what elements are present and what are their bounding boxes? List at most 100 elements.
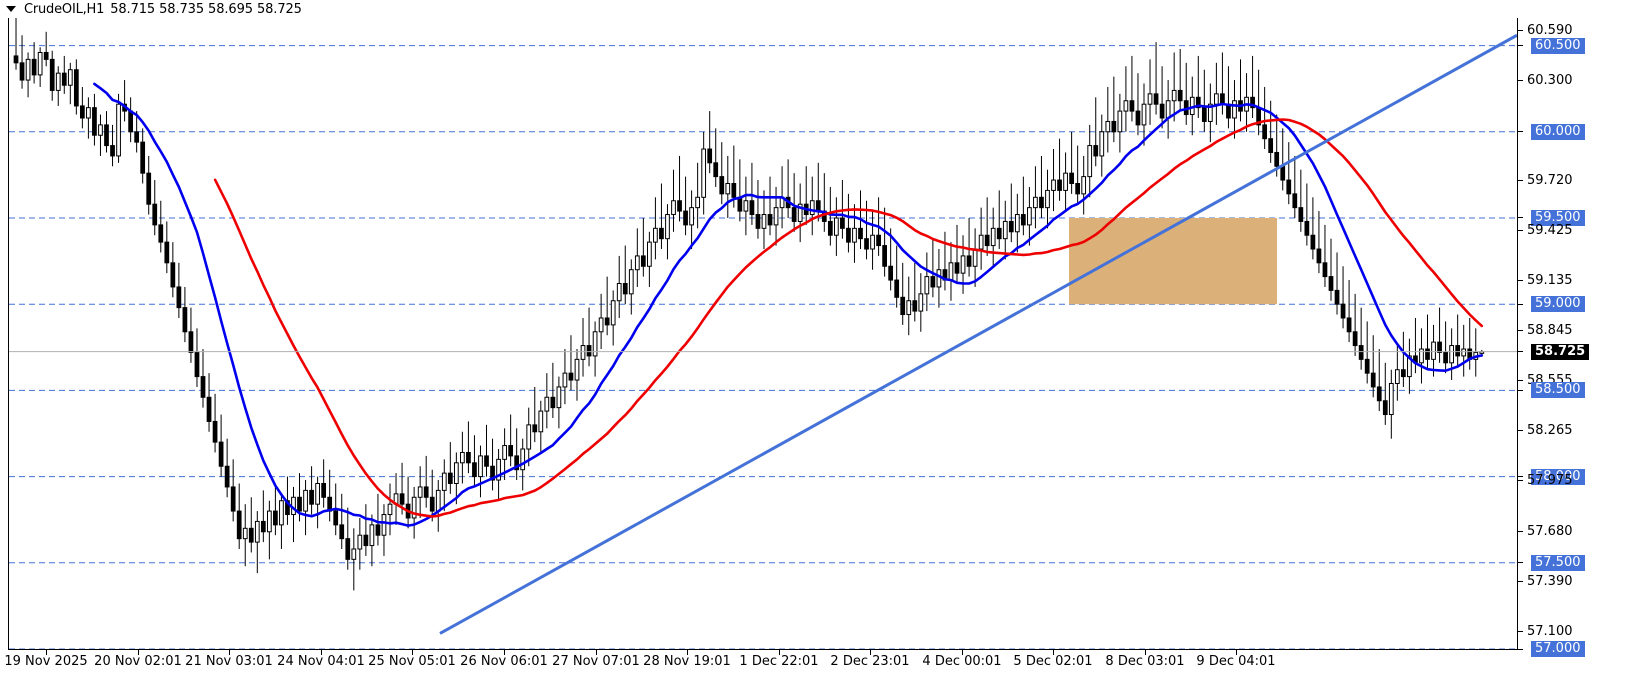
time-tick-mark bbox=[138, 650, 139, 655]
price-tick: 59.720 bbox=[1518, 172, 1573, 188]
time-tick-mark bbox=[687, 650, 688, 655]
price-tick: 59.425 bbox=[1518, 223, 1573, 239]
tick-mark bbox=[1518, 476, 1523, 478]
tick-mark bbox=[1518, 581, 1523, 583]
time-axis[interactable]: 19 Nov 2025 20 Nov 02:01 21 Nov 03:01 24 No… bbox=[4, 650, 1641, 678]
time-label: 2 Dec 23:01 bbox=[830, 654, 910, 669]
price-plot-area[interactable] bbox=[8, 18, 1517, 650]
price-tick: 58.265 bbox=[1518, 423, 1573, 439]
time-label: 8 Dec 03:01 bbox=[1105, 654, 1185, 669]
price-tick: 59.135 bbox=[1518, 273, 1573, 289]
tick-mark bbox=[1518, 389, 1523, 391]
supply-rectangle bbox=[1069, 217, 1277, 305]
time-label: 1 Dec 22:01 bbox=[739, 654, 819, 669]
time-tick-mark bbox=[779, 650, 780, 655]
tick-mark bbox=[1518, 230, 1523, 232]
price-tick: 58.000 bbox=[1518, 468, 1585, 485]
time-tick-mark bbox=[1053, 650, 1054, 655]
tick-mark bbox=[1518, 179, 1523, 181]
tick-mark bbox=[1518, 351, 1523, 353]
tick-mark bbox=[1518, 45, 1523, 47]
tick-mark bbox=[1518, 480, 1523, 482]
price-label: 59.425 bbox=[1527, 223, 1573, 239]
tick-mark bbox=[1518, 29, 1523, 31]
price-label: 59.500 bbox=[1531, 209, 1585, 226]
time-label: 25 Nov 05:01 bbox=[368, 654, 456, 669]
tick-mark bbox=[1518, 217, 1523, 219]
price-label: 57.390 bbox=[1527, 574, 1573, 590]
tick-mark bbox=[1518, 280, 1523, 282]
time-tick-mark bbox=[229, 650, 230, 655]
time-tick-mark bbox=[596, 650, 597, 655]
price-label: 60.590 bbox=[1527, 22, 1573, 38]
tick-mark bbox=[1518, 430, 1523, 432]
price-label: 58.845 bbox=[1527, 323, 1573, 339]
tick-mark bbox=[1518, 303, 1523, 305]
time-label: 5 Dec 02:01 bbox=[1013, 654, 1093, 669]
price-tick: 60.500 bbox=[1518, 37, 1585, 54]
price-axis[interactable]: 60.590 60.500 60.300 60.000 59.720 59.500 59.4… bbox=[1517, 18, 1641, 657]
tick-mark bbox=[1518, 380, 1523, 382]
tick-mark bbox=[1518, 131, 1523, 133]
price-label: 57.680 bbox=[1527, 524, 1573, 540]
time-label: 9 Dec 04:01 bbox=[1196, 654, 1276, 669]
time-label: 20 Nov 02:01 bbox=[94, 654, 182, 669]
price-tick: 60.000 bbox=[1518, 123, 1585, 140]
price-tick: 58.725 bbox=[1518, 343, 1590, 360]
tick-mark bbox=[1518, 79, 1523, 81]
chart-canvas bbox=[9, 18, 1517, 649]
time-label: 27 Nov 07:01 bbox=[552, 654, 640, 669]
price-tick: 57.975 bbox=[1518, 473, 1573, 489]
chevron-down-icon[interactable] bbox=[6, 6, 16, 12]
ma-fast-line bbox=[93, 82, 1484, 527]
time-tick-mark bbox=[1236, 650, 1237, 655]
chart-header: CrudeOIL,H1 58.715 58.735 58.695 58.725 bbox=[0, 0, 302, 18]
price-tick: 59.500 bbox=[1518, 209, 1585, 226]
candle-series bbox=[13, 18, 1485, 591]
price-label: 58.000 bbox=[1531, 468, 1585, 485]
price-label: 57.100 bbox=[1527, 624, 1573, 640]
price-label: 57.975 bbox=[1527, 473, 1573, 489]
price-label: 59.135 bbox=[1527, 273, 1573, 289]
ma-slow-line bbox=[213, 118, 1484, 518]
price-label: 58.500 bbox=[1531, 382, 1585, 399]
price-label: 60.000 bbox=[1531, 123, 1585, 140]
price-tick: 57.100 bbox=[1518, 624, 1573, 640]
tick-mark bbox=[1518, 631, 1523, 633]
price-label: 59.720 bbox=[1527, 172, 1573, 188]
tick-mark bbox=[1518, 648, 1523, 650]
time-tick-mark bbox=[321, 650, 322, 655]
time-tick-mark bbox=[962, 650, 963, 655]
time-label: 28 Nov 19:01 bbox=[643, 654, 731, 669]
price-tick: 58.845 bbox=[1518, 323, 1573, 339]
tick-mark bbox=[1518, 562, 1523, 564]
time-tick-mark bbox=[412, 650, 413, 655]
time-tick-mark bbox=[504, 650, 505, 655]
time-label: 21 Nov 03:01 bbox=[185, 654, 273, 669]
price-label: 59.000 bbox=[1531, 296, 1585, 313]
time-label: 26 Nov 06:01 bbox=[460, 654, 548, 669]
price-tick: 57.000 bbox=[1518, 641, 1585, 657]
time-tick-mark bbox=[870, 650, 871, 655]
price-label: 60.300 bbox=[1527, 72, 1573, 88]
price-tick: 58.500 bbox=[1518, 382, 1585, 399]
price-tick: 59.000 bbox=[1518, 296, 1585, 313]
time-tick-mark bbox=[1145, 650, 1146, 655]
current-price-label: 58.725 bbox=[1531, 343, 1590, 360]
price-tick: 57.390 bbox=[1518, 574, 1573, 590]
tick-mark bbox=[1518, 531, 1523, 533]
price-tick: 57.500 bbox=[1518, 554, 1585, 571]
time-tick-mark bbox=[46, 650, 47, 655]
price-tick: 57.680 bbox=[1518, 524, 1573, 540]
price-label: 58.265 bbox=[1527, 423, 1573, 439]
time-label: 24 Nov 04:01 bbox=[277, 654, 365, 669]
tick-mark bbox=[1518, 330, 1523, 332]
ascending-trendline bbox=[439, 33, 1517, 635]
time-label: 4 Dec 00:01 bbox=[922, 654, 1002, 669]
price-label: 57.000 bbox=[1531, 641, 1585, 657]
price-label: 57.500 bbox=[1531, 554, 1585, 571]
symbol-timeframe-label: CrudeOIL,H1 bbox=[24, 1, 105, 17]
price-tick: 60.300 bbox=[1518, 72, 1573, 88]
time-label: 19 Nov 2025 bbox=[4, 654, 88, 669]
